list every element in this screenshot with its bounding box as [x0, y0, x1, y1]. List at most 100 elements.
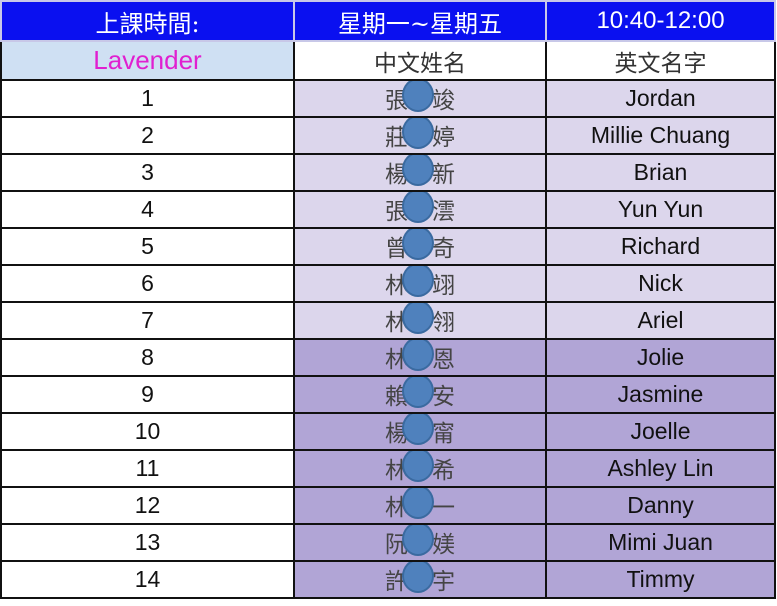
chinese-name-cell[interactable]: 林一 — [293, 486, 547, 525]
english-name-cell[interactable]: Jolie — [545, 338, 776, 377]
chinese-name-cell[interactable]: 阮媄 — [293, 523, 547, 562]
chinese-name-cell[interactable]: 賴安 — [293, 375, 547, 414]
row-number-cell[interactable]: 9 — [0, 375, 295, 414]
redaction-dot-icon — [402, 415, 434, 445]
table-row: 7 林翎 Ariel — [0, 301, 776, 340]
table-row: 9 賴安 Jasmine — [0, 375, 776, 414]
class-name-cell[interactable]: Lavender — [0, 40, 295, 81]
redaction-dot-icon — [402, 489, 434, 519]
subheader-row: Lavender 中文姓名 英文名字 — [0, 40, 776, 81]
table-row: 4 張澐 Yun Yun — [0, 190, 776, 229]
row-number-cell[interactable]: 3 — [0, 153, 295, 192]
row-number-cell[interactable]: 13 — [0, 523, 295, 562]
english-name-cell[interactable]: Jordan — [545, 79, 776, 118]
table-row: 10 楊甯 Joelle — [0, 412, 776, 451]
redaction-dot-icon — [402, 156, 434, 186]
chinese-name-cell[interactable]: 張澐 — [293, 190, 547, 229]
row-number-cell[interactable]: 10 — [0, 412, 295, 451]
chinese-name: 張竣 — [385, 82, 455, 115]
english-name-cell[interactable]: Ashley Lin — [545, 449, 776, 488]
redaction-dot-icon — [402, 230, 434, 260]
english-name-cell[interactable]: Richard — [545, 227, 776, 266]
chinese-name-cell[interactable]: 林恩 — [293, 338, 547, 377]
chinese-name-last: 甯 — [432, 421, 455, 447]
english-name-cell[interactable]: Ariel — [545, 301, 776, 340]
chinese-name-last: 希 — [432, 458, 455, 484]
chinese-name: 林希 — [385, 452, 455, 485]
chinese-name-cell[interactable]: 楊新 — [293, 153, 547, 192]
chinese-name: 賴安 — [385, 378, 455, 411]
english-name-cell[interactable]: Nick — [545, 264, 776, 303]
table-row: 2 莊婷 Millie Chuang — [0, 116, 776, 155]
chinese-name: 林翊 — [385, 267, 455, 300]
redaction-dot-icon — [402, 304, 434, 334]
chinese-name: 林翎 — [385, 304, 455, 337]
chinese-name-last: 奇 — [432, 236, 455, 262]
chinese-name-cell[interactable]: 許宇 — [293, 560, 547, 599]
redaction-dot-icon — [402, 82, 434, 112]
english-name-cell[interactable]: Mimi Juan — [545, 523, 776, 562]
chinese-name-cell[interactable]: 莊婷 — [293, 116, 547, 155]
chinese-name-cell[interactable]: 楊甯 — [293, 412, 547, 451]
redaction-dot-icon — [402, 267, 434, 297]
english-name-cell[interactable]: Millie Chuang — [545, 116, 776, 155]
chinese-name-last: 恩 — [432, 347, 455, 373]
chinese-name-last: 竣 — [432, 88, 455, 114]
row-number-cell[interactable]: 6 — [0, 264, 295, 303]
table-row: 6 林翊 Nick — [0, 264, 776, 303]
redaction-dot-icon — [402, 119, 434, 149]
column-header-chinese-name[interactable]: 中文姓名 — [293, 40, 547, 81]
header-row: 上課時間: 星期一~星期五 10:40-12:00 — [0, 0, 776, 42]
chinese-name: 許宇 — [385, 563, 455, 596]
table-row: 5 曾奇 Richard — [0, 227, 776, 266]
chinese-name-cell[interactable]: 張竣 — [293, 79, 547, 118]
column-header-english-name[interactable]: 英文名字 — [545, 40, 776, 81]
chinese-name-last: 新 — [432, 162, 455, 188]
redaction-dot-icon — [402, 526, 434, 556]
chinese-name-last: 一 — [432, 495, 455, 521]
english-name-cell[interactable]: Joelle — [545, 412, 776, 451]
chinese-name-cell[interactable]: 曾奇 — [293, 227, 547, 266]
row-number-cell[interactable]: 5 — [0, 227, 295, 266]
schedule-label-cell[interactable]: 上課時間: — [0, 0, 295, 42]
chinese-name-cell[interactable]: 林翎 — [293, 301, 547, 340]
days-cell[interactable]: 星期一~星期五 — [293, 0, 547, 42]
table-row: 14 許宇 Timmy — [0, 560, 776, 599]
chinese-name: 曾奇 — [385, 230, 455, 263]
english-name-cell[interactable]: Danny — [545, 486, 776, 525]
chinese-name-cell[interactable]: 林翊 — [293, 264, 547, 303]
english-name-cell[interactable]: Jasmine — [545, 375, 776, 414]
chinese-name-cell[interactable]: 林希 — [293, 449, 547, 488]
chinese-name: 林恩 — [385, 341, 455, 374]
row-number-cell[interactable]: 1 — [0, 79, 295, 118]
redaction-dot-icon — [402, 452, 434, 482]
table-row: 11 林希 Ashley Lin — [0, 449, 776, 488]
english-name-cell[interactable]: Brian — [545, 153, 776, 192]
row-number-cell[interactable]: 4 — [0, 190, 295, 229]
table-row: 12 林一 Danny — [0, 486, 776, 525]
chinese-name: 楊甯 — [385, 415, 455, 448]
time-cell[interactable]: 10:40-12:00 — [545, 0, 776, 42]
chinese-name: 莊婷 — [385, 119, 455, 152]
table-row: 3 楊新 Brian — [0, 153, 776, 192]
redaction-dot-icon — [402, 378, 434, 408]
english-name-cell[interactable]: Yun Yun — [545, 190, 776, 229]
chinese-name: 阮媄 — [385, 526, 455, 559]
redaction-dot-icon — [402, 563, 434, 593]
row-number-cell[interactable]: 2 — [0, 116, 295, 155]
row-number-cell[interactable]: 7 — [0, 301, 295, 340]
table-row: 8 林恩 Jolie — [0, 338, 776, 377]
row-number-cell[interactable]: 11 — [0, 449, 295, 488]
chinese-name-last: 翎 — [432, 310, 455, 336]
english-name-cell[interactable]: Timmy — [545, 560, 776, 599]
chinese-name-last: 宇 — [432, 569, 455, 595]
row-number-cell[interactable]: 14 — [0, 560, 295, 599]
redaction-dot-icon — [402, 193, 434, 223]
chinese-name: 林一 — [385, 489, 455, 522]
row-number-cell[interactable]: 8 — [0, 338, 295, 377]
chinese-name-last: 澐 — [432, 199, 455, 225]
chinese-name-last: 媄 — [432, 532, 455, 558]
row-number-cell[interactable]: 12 — [0, 486, 295, 525]
chinese-name-last: 安 — [432, 384, 455, 410]
